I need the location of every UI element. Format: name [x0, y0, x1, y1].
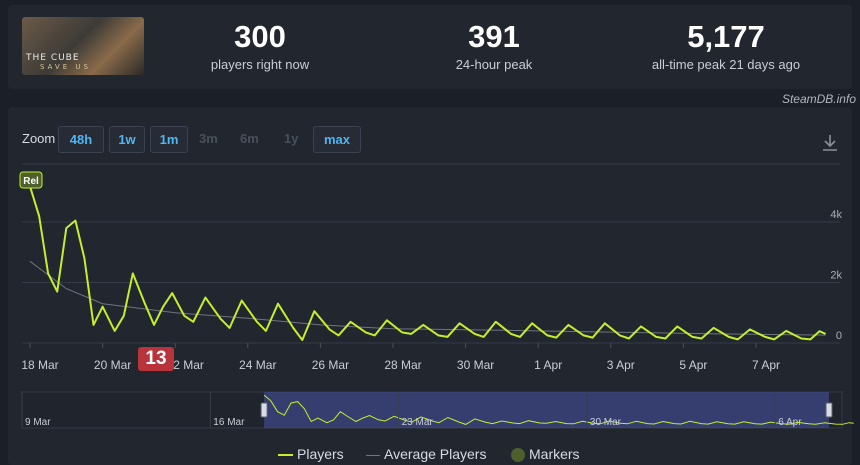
legend-markers[interactable]: Markers	[511, 446, 580, 463]
x-tick-label: 18 Mar	[21, 358, 58, 372]
navigator-selection[interactable]	[264, 392, 830, 428]
navigator-handle[interactable]	[825, 402, 833, 418]
y-tick-label: 2k	[830, 270, 842, 282]
x-tick-label: 3 Apr	[607, 358, 635, 372]
x-tick-label: 24 Mar	[239, 358, 276, 372]
navigator-tick-label: 9 Mar	[25, 417, 51, 428]
zoom-1w-button[interactable]: 1w	[109, 126, 145, 153]
stat-value: 300	[234, 19, 286, 54]
game-logo: THE CUBE SAVE US	[26, 53, 91, 71]
zoom-48h-button[interactable]: 48h	[58, 126, 104, 153]
y-tick-label: 0	[836, 330, 842, 342]
x-tick-label: 28 Mar	[384, 358, 421, 372]
watermark-badge: 13	[138, 347, 174, 371]
x-tick-label: 7 Apr	[752, 358, 780, 372]
stat-value: 5,177	[687, 19, 765, 54]
zoom-6m-button[interactable]: 6m	[240, 131, 259, 146]
navigator-tick-label: 6 Apr	[778, 417, 802, 428]
x-tick-label: 1 Apr	[534, 358, 562, 372]
navigator-tick-label: 16 Mar	[213, 417, 245, 428]
stat-label: 24-hour peak	[455, 57, 533, 72]
zoom-1m-button[interactable]: 1m	[150, 126, 188, 153]
legend-average-players[interactable]: Average Players	[366, 446, 486, 462]
zoom-1y-button[interactable]: 1y	[284, 131, 299, 146]
navigator-tick-label: 23 Mar	[402, 417, 434, 428]
series-players-line	[29, 186, 827, 341]
steamdb-credit[interactable]: SteamDB.info	[781, 92, 856, 106]
series-average-players-line	[29, 260, 826, 336]
zoom-max-button[interactable]: max	[313, 126, 361, 153]
game-thumbnail[interactable]: THE CUBE SAVE US	[22, 17, 144, 75]
download-icon[interactable]	[822, 134, 838, 157]
game-logo-text: THE CUBE	[26, 53, 80, 63]
marker-label: Rel	[23, 176, 39, 187]
stat-24h-peak: 391 24-hour peak	[394, 19, 594, 72]
stat-value: 391	[468, 19, 520, 54]
navigator-tick-label: 30 Mar	[590, 417, 622, 428]
zoom-label: Zoom	[22, 131, 56, 146]
x-tick-label: 20 Mar	[94, 358, 131, 372]
legend-players[interactable]: Players	[278, 446, 344, 462]
navigator-handle[interactable]	[260, 402, 268, 418]
summary-bar: THE CUBE SAVE US 300 players right now 3…	[8, 5, 852, 89]
stat-all-time-peak: 5,177 all-time peak 21 days ago	[626, 19, 826, 72]
stat-label: all-time peak 21 days ago	[651, 57, 801, 72]
x-tick-label: 22 Mar	[167, 358, 204, 372]
legend-label: Markers	[529, 446, 580, 462]
x-tick-label: 26 Mar	[312, 358, 349, 372]
zoom-3m-button[interactable]: 3m	[199, 131, 218, 146]
marker-badge[interactable]	[19, 171, 43, 189]
y-tick-label: 4k	[830, 209, 842, 221]
x-tick-label: 30 Mar	[457, 358, 494, 372]
x-tick-label: 5 Apr	[679, 358, 707, 372]
legend-label: Average Players	[384, 446, 487, 462]
legend-label: Players	[297, 446, 344, 462]
game-logo-sub: SAVE US	[40, 63, 91, 71]
stat-label: players right now	[210, 57, 310, 72]
navigator-series	[263, 394, 854, 425]
stat-players-now: 300 players right now	[160, 19, 360, 72]
